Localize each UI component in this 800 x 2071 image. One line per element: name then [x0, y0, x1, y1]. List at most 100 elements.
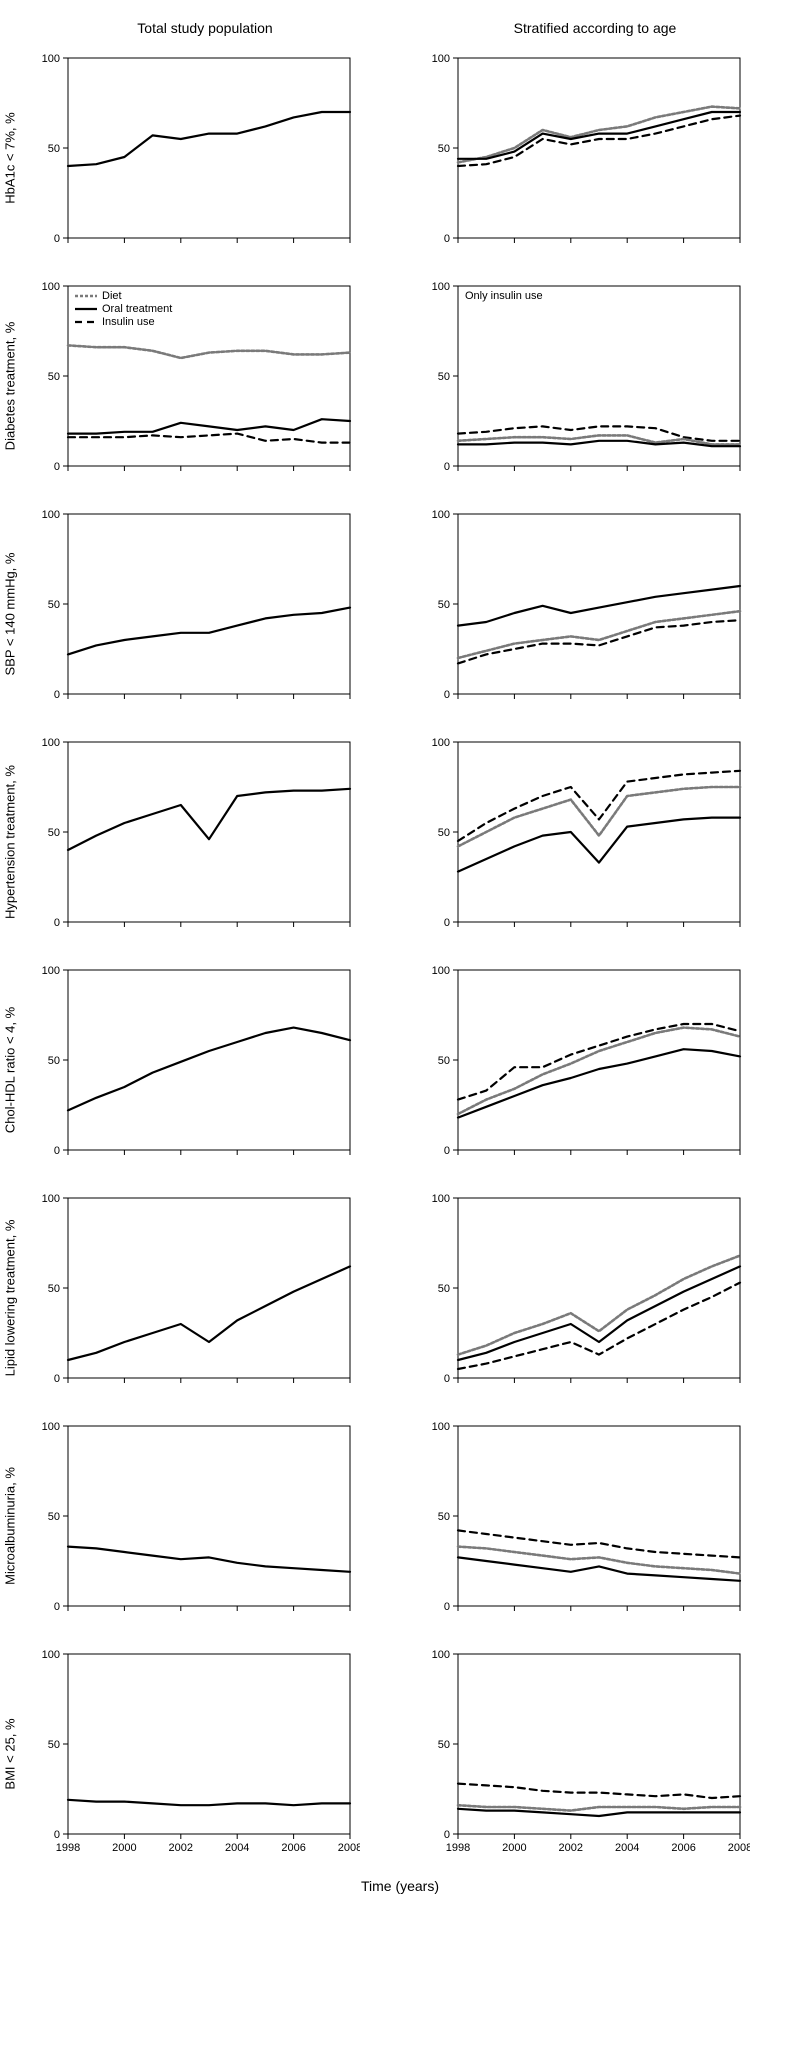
series-line	[68, 434, 350, 443]
svg-text:0: 0	[444, 1829, 450, 1841]
svg-text:2008: 2008	[728, 1842, 750, 1854]
panel-chol_left: Chol-HDL ratio < 4, %050100	[20, 960, 390, 1180]
svg-text:50: 50	[48, 371, 60, 383]
svg-text:1998: 1998	[446, 1842, 470, 1854]
svg-text:50: 50	[438, 599, 450, 611]
series-line	[458, 1256, 740, 1355]
svg-text:50: 50	[48, 1055, 60, 1067]
legend-label: Insulin use	[102, 316, 155, 328]
series-line	[68, 112, 350, 166]
panel-htn_right: 050100	[410, 732, 780, 952]
panel-sbp_right: 0 50 100	[410, 504, 780, 724]
chart-svg: 0 50 100	[410, 48, 750, 268]
series-line	[458, 586, 740, 626]
series-line	[458, 1809, 740, 1816]
svg-text:50: 50	[438, 1739, 450, 1751]
series-line	[68, 789, 350, 850]
svg-text:0: 0	[54, 1601, 60, 1613]
ylabel-hba1c_left: HbA1c < 7%, %	[3, 112, 18, 203]
panel-hba1c_right: 0 50 100	[410, 48, 780, 268]
chart-svg: 050100	[20, 732, 360, 952]
svg-text:0: 0	[54, 1373, 60, 1385]
svg-text:100: 100	[432, 53, 450, 65]
chart-svg: 050100Only insulin use	[410, 276, 750, 496]
series-line	[458, 1530, 740, 1557]
chart-svg: 050100	[410, 1416, 750, 1636]
series-line	[68, 345, 350, 358]
series-line	[458, 1024, 740, 1100]
svg-text:50: 50	[438, 1511, 450, 1523]
svg-text:0: 0	[444, 233, 450, 245]
svg-text:50: 50	[48, 827, 60, 839]
svg-text:100: 100	[432, 737, 450, 749]
ylabel-htn_left: Hypertension treatment, %	[3, 765, 18, 919]
chart-svg: 0 50 100	[20, 1416, 360, 1636]
svg-text:0: 0	[54, 1145, 60, 1157]
svg-text:50: 50	[48, 1283, 60, 1295]
svg-text:100: 100	[42, 737, 60, 749]
svg-text:100: 100	[432, 281, 450, 293]
panel-hba1c_left: HbA1c < 7%, %050100	[20, 48, 390, 268]
series-line	[458, 1547, 740, 1574]
chart-svg: 050100	[410, 960, 750, 1180]
svg-text:100: 100	[42, 1649, 60, 1661]
panel-micro_right: 050100	[410, 1416, 780, 1636]
svg-text:0: 0	[444, 917, 450, 929]
svg-text:50: 50	[438, 371, 450, 383]
svg-text:50: 50	[438, 143, 450, 155]
svg-text:100: 100	[42, 1193, 60, 1205]
series-line	[68, 1800, 350, 1805]
panel-lipid_left: Lipid lowering treatment, %050100	[20, 1188, 390, 1408]
chart-svg: 050100	[20, 504, 360, 724]
chart-svg: 0 50 100	[20, 960, 360, 1180]
chart-svg: 050100199820002002200420062008	[20, 1644, 360, 1864]
series-line	[458, 1049, 740, 1117]
svg-text:2002: 2002	[169, 1842, 193, 1854]
svg-text:100: 100	[42, 281, 60, 293]
series-line	[68, 1028, 350, 1111]
svg-text:100: 100	[42, 965, 60, 977]
chart-svg: 050100	[20, 48, 360, 268]
chart-svg: 0 50 100	[410, 1188, 750, 1408]
panel-micro_left: Microalbuminuria, %050100	[20, 1416, 390, 1636]
svg-text:50: 50	[438, 1283, 450, 1295]
series-line	[458, 116, 740, 166]
panel-chol_right: 050100	[410, 960, 780, 1180]
series-line	[68, 1547, 350, 1572]
ylabel-diabetes_left: Diabetes treatment, %	[3, 322, 18, 451]
svg-text:100: 100	[432, 509, 450, 521]
ylabel-bmi_left: BMI < 25, %	[3, 1718, 18, 1789]
svg-text:0: 0	[54, 1829, 60, 1841]
svg-text:50: 50	[48, 143, 60, 155]
legend-label: Oral treatment	[102, 303, 172, 315]
svg-text:50: 50	[48, 1511, 60, 1523]
legend-label: Only insulin use	[465, 290, 543, 302]
chart-svg: 0 50 100	[20, 1188, 360, 1408]
legend-label: Diet	[102, 290, 122, 302]
svg-text:100: 100	[42, 509, 60, 521]
svg-text:0: 0	[54, 233, 60, 245]
chart-svg: 0 50 100	[410, 504, 750, 724]
svg-text:0: 0	[444, 689, 450, 701]
series-line	[68, 608, 350, 655]
ylabel-sbp_left: SBP < 140 mmHg, %	[3, 553, 18, 676]
svg-text:2000: 2000	[112, 1842, 136, 1854]
svg-text:0: 0	[444, 1373, 450, 1385]
ylabel-lipid_left: Lipid lowering treatment, %	[3, 1220, 18, 1377]
svg-text:0: 0	[54, 689, 60, 701]
svg-text:100: 100	[432, 1193, 450, 1205]
series-line	[458, 1266, 740, 1360]
chart-svg: 0 50 100 DietOral treatmentInsulin use	[20, 276, 360, 496]
svg-text:100: 100	[42, 1421, 60, 1433]
panel-lipid_right: 0 50 100	[410, 1188, 780, 1408]
panel-htn_left: Hypertension treatment, %050100	[20, 732, 390, 952]
svg-text:2002: 2002	[559, 1842, 583, 1854]
svg-text:2000: 2000	[502, 1842, 526, 1854]
svg-text:100: 100	[432, 1649, 450, 1661]
series-line	[458, 1283, 740, 1369]
xaxis-label: Time (years)	[20, 1878, 780, 1894]
svg-text:0: 0	[54, 461, 60, 473]
series-line	[68, 419, 350, 433]
svg-text:100: 100	[432, 965, 450, 977]
svg-text:0: 0	[444, 1601, 450, 1613]
